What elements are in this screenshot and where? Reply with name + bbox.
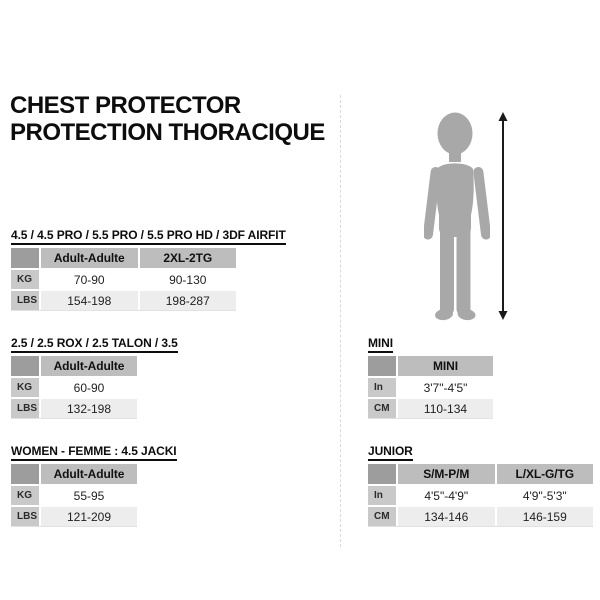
size-table-women: WOMEN - FEMME : 4.5 JACKI Adult-Adulte K…	[11, 442, 177, 527]
size-table: Adult-Adulte KG 55-95 LBS 121-209	[11, 464, 137, 527]
page-title-en: CHEST PROTECTOR	[10, 92, 241, 119]
table-cell: 134-146	[398, 507, 495, 526]
size-table: S/M-P/M L/XL-G/TG In 4'5"-4'9" 4'9"-5'3"…	[368, 464, 593, 527]
table-cell: 121-209	[41, 507, 137, 526]
row-label: LBS	[11, 399, 39, 418]
table-cell: 4'5"-4'9"	[398, 486, 495, 505]
table-cell: 146-159	[496, 507, 593, 526]
size-table-mini: MINI MINI In 3'7"-4'5" CM 110-134	[368, 334, 493, 419]
table-cell: 4'9"-5'3"	[496, 486, 593, 505]
child-silhouette-icon	[422, 112, 492, 326]
table-heading: 4.5 / 4.5 PRO / 5.5 PRO / 5.5 PRO HD / 3…	[11, 229, 286, 245]
corner-cell	[11, 356, 39, 376]
table-heading: MINI	[368, 337, 393, 353]
size-table-airfit: 4.5 / 4.5 PRO / 5.5 PRO / 5.5 PRO HD / 3…	[11, 226, 286, 311]
row-label: LBS	[11, 291, 39, 310]
size-table-talon: 2.5 / 2.5 ROX / 2.5 TALON / 3.5 Adult-Ad…	[11, 334, 178, 419]
table-cell: 90-130	[139, 270, 236, 289]
corner-cell	[368, 356, 396, 376]
row-label: KG	[11, 270, 39, 289]
row-label: LBS	[11, 507, 39, 526]
size-table: Adult-Adulte 2XL-2TG KG 70-90 90-130 LBS…	[11, 248, 236, 311]
column-header: S/M-P/M	[398, 464, 495, 484]
page-title: CHEST PROTECTOR PROTECTION THORACIQUE	[10, 92, 370, 146]
table-heading: JUNIOR	[368, 445, 413, 461]
row-label: In	[368, 378, 396, 397]
row-label: CM	[368, 507, 396, 526]
row-label: In	[368, 486, 396, 505]
table-cell: 132-198	[41, 399, 137, 418]
size-table-junior: JUNIOR S/M-P/M L/XL-G/TG In 4'5"-4'9" 4'…	[368, 442, 593, 527]
column-header: Adult-Adulte	[41, 356, 137, 376]
column-divider	[340, 95, 341, 547]
row-label: CM	[368, 399, 396, 418]
size-table: MINI In 3'7"-4'5" CM 110-134	[368, 356, 493, 419]
column-header: Adult-Adulte	[41, 464, 137, 484]
corner-cell	[368, 464, 396, 484]
table-cell: 70-90	[41, 270, 138, 289]
table-cell: 3'7"-4'5"	[398, 378, 493, 397]
table-cell: 110-134	[398, 399, 493, 418]
corner-cell	[11, 248, 39, 268]
column-header: MINI	[398, 356, 493, 376]
row-label: KG	[11, 378, 39, 397]
row-label: KG	[11, 486, 39, 505]
table-heading: 2.5 / 2.5 ROX / 2.5 TALON / 3.5	[11, 337, 178, 353]
height-arrow-icon	[496, 112, 510, 325]
page-title-fr: PROTECTION THORACIQUE	[10, 119, 325, 147]
column-header: Adult-Adulte	[41, 248, 138, 268]
table-cell: 154-198	[41, 291, 138, 310]
corner-cell	[11, 464, 39, 484]
table-cell: 198-287	[139, 291, 236, 310]
table-cell: 60-90	[41, 378, 137, 397]
table-cell: 55-95	[41, 486, 137, 505]
column-header: 2XL-2TG	[139, 248, 236, 268]
table-heading: WOMEN - FEMME : 4.5 JACKI	[11, 445, 177, 461]
column-header: L/XL-G/TG	[496, 464, 593, 484]
size-table: Adult-Adulte KG 60-90 LBS 132-198	[11, 356, 137, 419]
